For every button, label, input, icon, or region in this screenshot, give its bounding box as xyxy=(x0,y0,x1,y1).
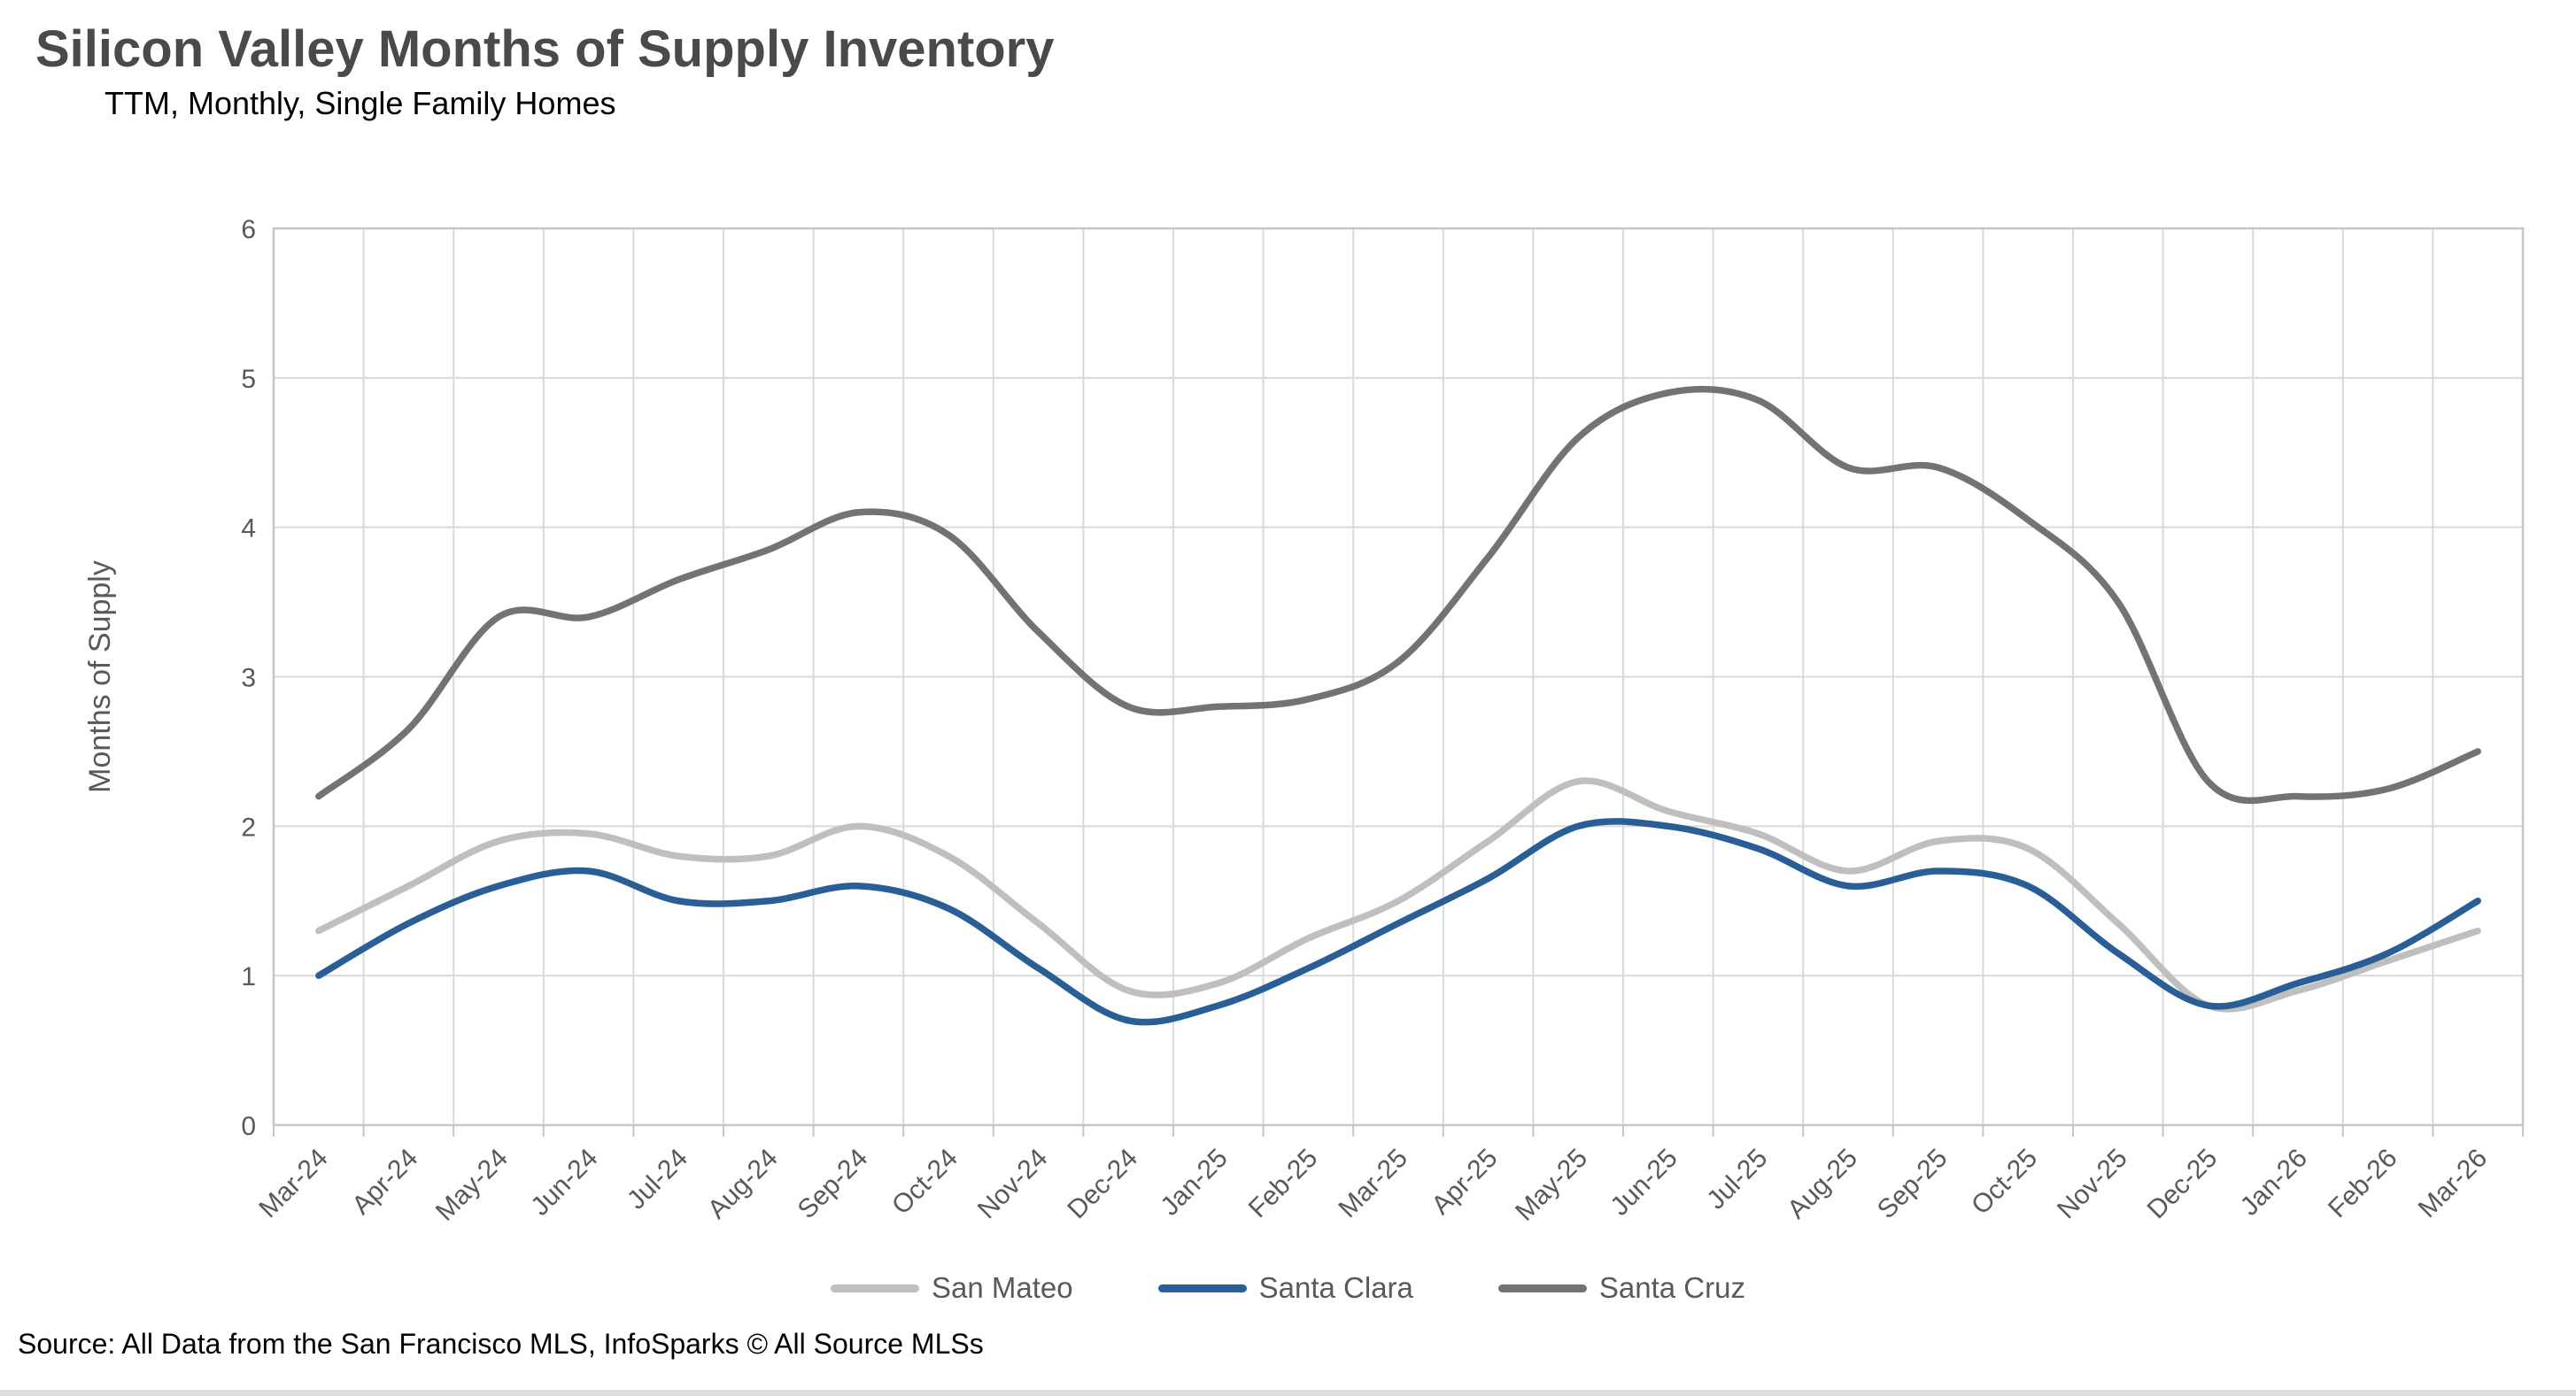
page-title: Silicon Valley Months of Supply Inventor… xyxy=(35,20,1055,78)
svg-text:Jan-25: Jan-25 xyxy=(1156,1144,1234,1222)
legend-item-santa-clara: Santa Clara xyxy=(1157,1271,1413,1305)
svg-text:Mar-24: Mar-24 xyxy=(253,1144,334,1224)
svg-text:Oct-24: Oct-24 xyxy=(886,1144,963,1221)
svg-text:2: 2 xyxy=(241,813,256,842)
svg-text:1: 1 xyxy=(241,962,256,991)
svg-text:Sep-24: Sep-24 xyxy=(793,1144,874,1225)
legend-label-san-mateo: San Mateo xyxy=(932,1271,1073,1304)
svg-text:Feb-25: Feb-25 xyxy=(1243,1144,1324,1224)
legend-label-santa-clara: Santa Clara xyxy=(1258,1271,1413,1304)
chart-legend: San Mateo Santa Clara Santa Cruz xyxy=(0,1271,2576,1305)
svg-text:Dec-25: Dec-25 xyxy=(2142,1144,2224,1225)
svg-text:Jun-25: Jun-25 xyxy=(1605,1144,1683,1222)
legend-label-santa-cruz: Santa Cruz xyxy=(1598,1271,1745,1304)
svg-text:4: 4 xyxy=(241,514,256,544)
legend-item-san-mateo: San Mateo xyxy=(831,1271,1073,1305)
svg-text:Nov-25: Nov-25 xyxy=(2052,1144,2133,1225)
svg-text:May-24: May-24 xyxy=(430,1144,514,1227)
svg-text:Jun-24: Jun-24 xyxy=(525,1144,603,1222)
svg-text:Apr-25: Apr-25 xyxy=(1427,1144,1504,1221)
svg-text:Mar-26: Mar-26 xyxy=(2413,1144,2494,1224)
svg-text:Jul-24: Jul-24 xyxy=(622,1144,693,1215)
svg-text:Feb-26: Feb-26 xyxy=(2323,1144,2403,1224)
svg-text:Jul-25: Jul-25 xyxy=(1701,1144,1773,1215)
santa-cruz-line-swatch xyxy=(1497,1284,1587,1292)
svg-text:Dec-24: Dec-24 xyxy=(1062,1144,1143,1225)
svg-text:Oct-25: Oct-25 xyxy=(1966,1144,2043,1221)
source-note: Source: All Data from the San Francisco … xyxy=(18,1328,984,1360)
svg-text:May-25: May-25 xyxy=(1510,1144,1593,1227)
svg-text:Apr-24: Apr-24 xyxy=(346,1144,423,1221)
svg-text:5: 5 xyxy=(241,365,256,394)
svg-text:0: 0 xyxy=(241,1112,256,1141)
svg-text:Nov-24: Nov-24 xyxy=(972,1144,1054,1225)
svg-text:Months of Supply: Months of Supply xyxy=(83,560,117,793)
svg-text:Aug-25: Aug-25 xyxy=(1782,1144,1863,1225)
svg-text:6: 6 xyxy=(241,215,256,244)
bottom-edge-strip xyxy=(0,1390,2576,1396)
svg-text:Jan-26: Jan-26 xyxy=(2235,1144,2313,1222)
svg-text:Sep-25: Sep-25 xyxy=(1872,1144,1953,1225)
page-subtitle: TTM, Monthly, Single Family Homes xyxy=(104,85,616,121)
svg-text:Mar-25: Mar-25 xyxy=(1333,1144,1413,1224)
san-mateo-line-swatch xyxy=(831,1284,920,1292)
svg-text:Aug-24: Aug-24 xyxy=(702,1144,784,1225)
legend-item-santa-cruz: Santa Cruz xyxy=(1497,1271,1745,1305)
santa-clara-line-swatch xyxy=(1157,1284,1247,1292)
svg-text:3: 3 xyxy=(241,664,256,693)
